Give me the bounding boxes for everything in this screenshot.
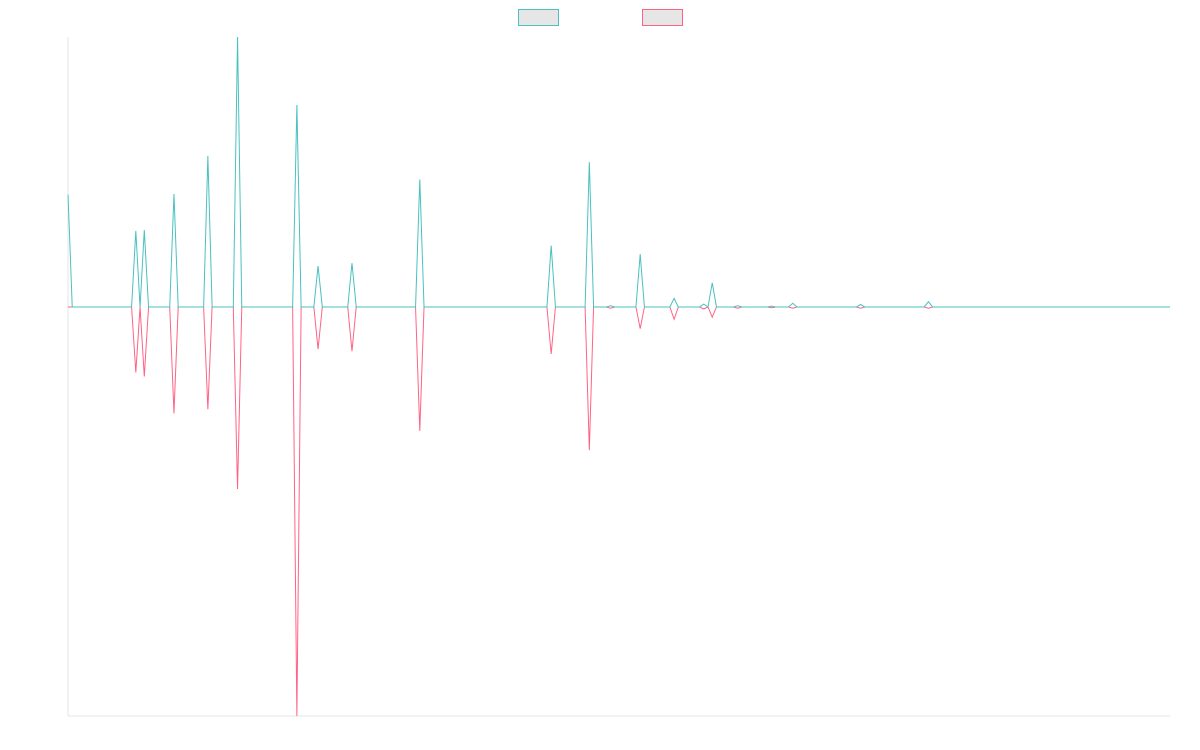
axes [67, 37, 1170, 717]
legend-swatch-1 [518, 9, 559, 26]
series-line-1 [67, 36, 1170, 308]
series-line-2 [68, 306, 1170, 717]
series-layer [67, 36, 1170, 717]
legend [518, 9, 683, 26]
legend-swatch-2 [642, 9, 683, 26]
